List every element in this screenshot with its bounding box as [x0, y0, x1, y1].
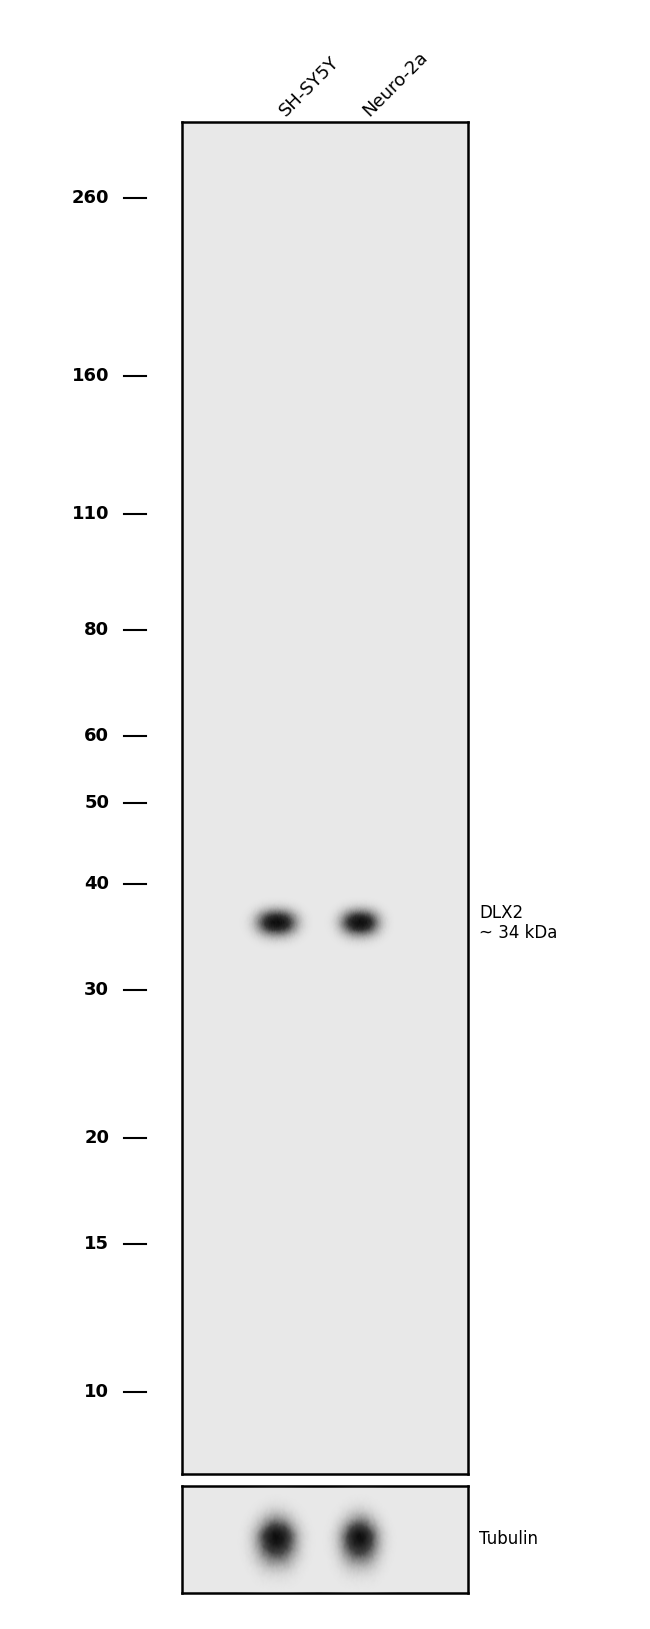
Text: 160: 160: [72, 367, 109, 384]
Text: 50: 50: [84, 793, 109, 811]
Text: Tubulin: Tubulin: [480, 1530, 538, 1549]
Text: DLX2
~ 34 kDa: DLX2 ~ 34 kDa: [480, 904, 558, 942]
Text: 30: 30: [84, 981, 109, 999]
Text: 15: 15: [84, 1235, 109, 1253]
Text: 110: 110: [72, 505, 109, 523]
Text: 40: 40: [84, 875, 109, 893]
Text: 260: 260: [72, 189, 109, 207]
Text: SH-SY5Y: SH-SY5Y: [276, 52, 343, 119]
Text: Neuro-2a: Neuro-2a: [359, 47, 431, 119]
Text: 20: 20: [84, 1129, 109, 1147]
Text: 10: 10: [84, 1383, 109, 1401]
Text: 80: 80: [84, 621, 109, 639]
Text: 60: 60: [84, 727, 109, 744]
